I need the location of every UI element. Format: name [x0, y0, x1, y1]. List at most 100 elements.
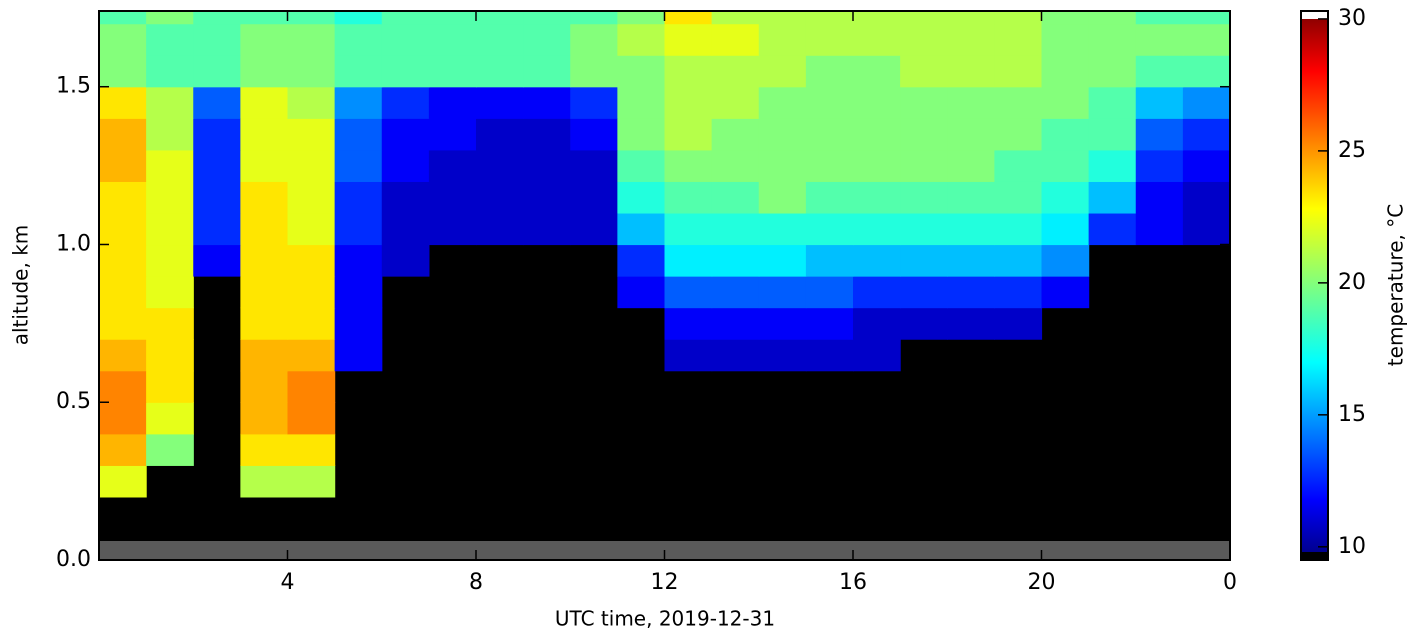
x-tick-label: 0	[1223, 570, 1237, 595]
cell	[193, 244, 241, 277]
cell	[617, 276, 666, 309]
cell	[947, 118, 995, 151]
cell	[99, 402, 147, 435]
cell	[994, 276, 1043, 309]
cell	[853, 307, 901, 340]
cell	[381, 118, 430, 151]
cell	[523, 86, 571, 119]
cell	[617, 55, 666, 88]
cell	[99, 23, 147, 56]
cell	[381, 212, 430, 246]
cell	[758, 11, 807, 25]
cell	[853, 276, 901, 309]
cell	[853, 23, 901, 56]
cell	[99, 212, 147, 246]
cell	[1135, 118, 1184, 151]
cell	[146, 433, 194, 466]
cell	[523, 23, 571, 56]
cell	[853, 212, 901, 246]
cell	[193, 181, 241, 214]
cell	[1182, 149, 1231, 182]
cell	[99, 307, 147, 340]
cell	[334, 244, 383, 277]
cell	[711, 307, 760, 340]
cell	[617, 149, 666, 182]
cell	[334, 55, 383, 88]
cell	[1041, 212, 1090, 246]
cell	[334, 11, 383, 25]
heatmap	[99, 11, 1231, 498]
cell	[1182, 118, 1231, 151]
cell	[758, 339, 807, 372]
cell	[853, 244, 901, 277]
cell	[617, 86, 666, 119]
cell	[758, 244, 807, 277]
cell	[805, 276, 854, 309]
colorbar	[1301, 11, 1328, 560]
cell	[1182, 11, 1231, 25]
cell	[287, 118, 336, 151]
cell	[711, 149, 760, 182]
cell	[240, 370, 289, 403]
cell	[664, 149, 713, 182]
cell	[711, 118, 760, 151]
cell	[1041, 149, 1090, 182]
cell	[1041, 181, 1090, 214]
cell	[476, 118, 524, 151]
cell	[947, 55, 995, 88]
cell	[758, 149, 807, 182]
y-tick-label: 0.5	[56, 389, 91, 414]
cell	[287, 370, 336, 403]
cell	[428, 55, 477, 88]
cell	[1182, 23, 1231, 56]
cell	[758, 276, 807, 309]
cell	[1182, 212, 1231, 246]
cell	[664, 181, 713, 214]
cell	[240, 244, 289, 277]
cell	[711, 244, 760, 277]
cell	[570, 23, 618, 56]
cell	[947, 149, 995, 182]
cell	[99, 118, 147, 151]
cell	[853, 11, 901, 25]
cell	[758, 212, 807, 246]
cell	[711, 339, 760, 372]
colorbar-tick-label: 20	[1338, 270, 1366, 295]
cell	[900, 11, 948, 25]
cell	[853, 118, 901, 151]
x-tick-label: 16	[839, 570, 867, 595]
cell	[287, 465, 336, 498]
x-axis-label: UTC time, 2019-12-31	[555, 607, 775, 631]
cell	[1182, 181, 1231, 214]
cell	[1135, 23, 1184, 56]
cell	[1088, 23, 1137, 56]
cell	[146, 181, 194, 214]
cell	[146, 307, 194, 340]
cell	[476, 23, 524, 56]
cell	[287, 23, 336, 56]
cell	[900, 244, 948, 277]
cell	[381, 149, 430, 182]
cell	[99, 339, 147, 372]
colorbar-tick-label: 10	[1338, 534, 1366, 559]
cell	[287, 212, 336, 246]
cell	[146, 118, 194, 151]
cell	[711, 276, 760, 309]
cell	[664, 244, 713, 277]
cell	[947, 244, 995, 277]
cell	[240, 181, 289, 214]
cell	[947, 86, 995, 119]
cell	[381, 181, 430, 214]
cell	[570, 55, 618, 88]
cell	[523, 181, 571, 214]
cell	[805, 339, 854, 372]
cell	[994, 181, 1043, 214]
cell	[853, 149, 901, 182]
colorbar-tick-label: 15	[1338, 402, 1366, 427]
cell	[334, 149, 383, 182]
cell	[99, 276, 147, 309]
cell	[900, 276, 948, 309]
cell	[240, 149, 289, 182]
cell	[711, 181, 760, 214]
colorbar-frame	[1300, 10, 1329, 561]
